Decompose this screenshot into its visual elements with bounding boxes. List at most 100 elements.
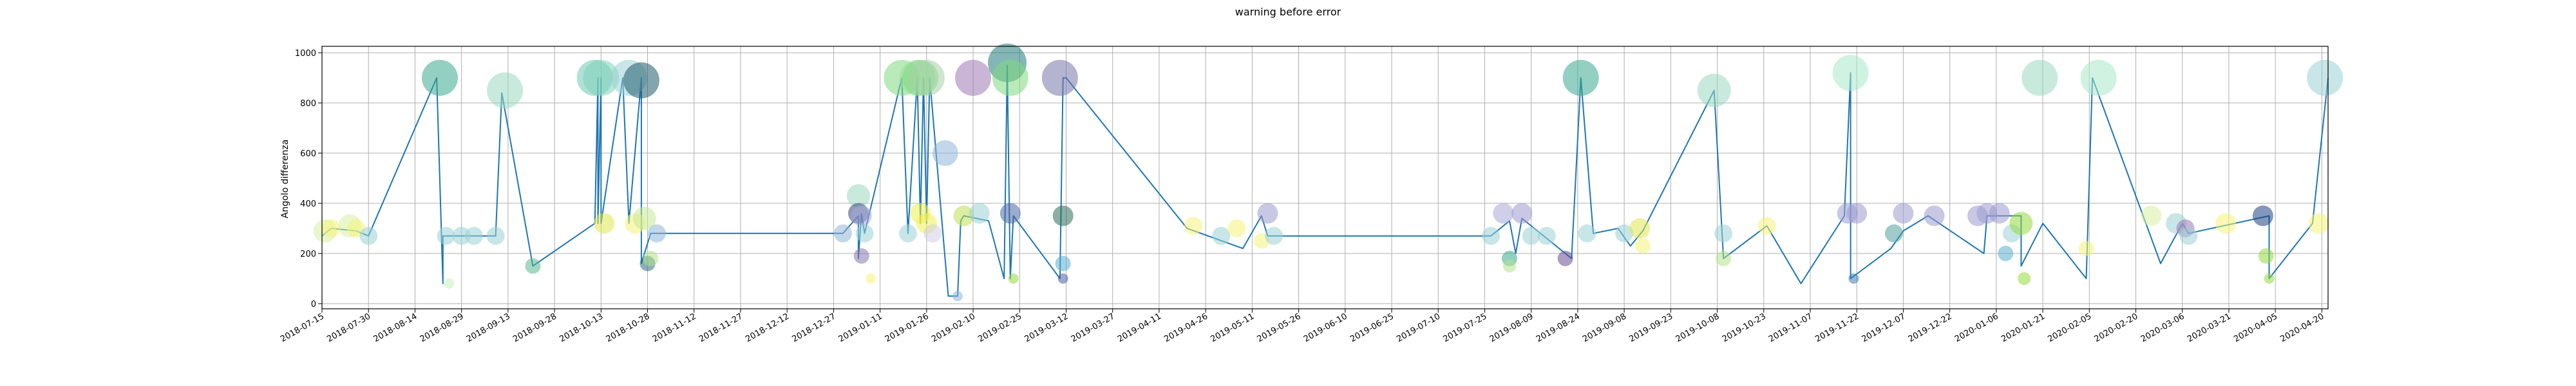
y-tick-label: 0: [311, 300, 316, 309]
data-point: [2141, 205, 2162, 226]
data-point: [1055, 255, 1071, 271]
data-point: [1052, 205, 1074, 226]
x-tick-label: 2019-12-07: [1860, 311, 1907, 344]
data-point: [952, 291, 963, 302]
data-point: [464, 226, 483, 245]
y-axis-label: Angolo differenza: [280, 140, 290, 219]
data-point: [851, 205, 872, 226]
data-point: [1989, 203, 2010, 224]
data-point: [2307, 60, 2344, 96]
data-point: [2080, 60, 2117, 96]
y-tick-label: 400: [300, 199, 316, 209]
data-point: [1522, 226, 1540, 245]
data-point: [833, 224, 852, 243]
x-tick-label: 2019-11-07: [1767, 311, 1814, 344]
data-point: [2022, 60, 2058, 96]
x-tick-label: 2020-04-20: [2278, 311, 2325, 344]
data-point: [969, 203, 990, 224]
y-tick-label: 200: [300, 250, 316, 259]
data-point: [1893, 203, 1914, 224]
y-tick-label: 600: [300, 149, 316, 159]
data-point: [1848, 273, 1859, 284]
y-tick-label: 800: [300, 99, 316, 109]
data-point: [853, 248, 869, 264]
data-point: [487, 72, 524, 109]
data-point: [632, 207, 656, 230]
x-tick-label: 2019-02-25: [976, 311, 1023, 344]
grid: [321, 46, 2328, 309]
series-polyline: [321, 64, 2329, 297]
data-point: [2018, 272, 2031, 285]
data-point: [2252, 205, 2273, 226]
x-tick-label: 2018-07-15: [279, 311, 326, 344]
x-axis: 2018-07-15 2018-07-30 2018-08-14 2018-08-29…: [279, 309, 2325, 344]
x-tick-label: 2020-02-05: [2046, 311, 2093, 344]
data-point: [1697, 73, 1731, 107]
x-tick-label: 2019-05-11: [1209, 311, 1256, 344]
data-point: [1716, 250, 1732, 266]
data-point: [444, 278, 455, 289]
data-point: [2179, 226, 2198, 245]
x-tick-label: 2019-09-23: [1627, 311, 1674, 344]
data-point: [2078, 241, 2094, 257]
data-point: [322, 219, 341, 237]
data-point: [1265, 226, 1283, 245]
data-point: [1629, 218, 1651, 239]
y-tick-label: 1000: [295, 49, 316, 59]
x-tick-label: 2018-10-13: [558, 311, 605, 344]
x-tick-label: 2019-08-24: [1535, 311, 1582, 344]
data-point: [2009, 212, 2033, 235]
x-tick-label: 2019-08-09: [1488, 311, 1535, 344]
data-point: [583, 60, 620, 96]
data-point: [1502, 259, 1516, 273]
data-point: [908, 60, 945, 96]
x-tick-label: 2019-02-10: [930, 311, 977, 344]
x-tick-label: 2018-08-14: [372, 311, 419, 344]
data-point: [2215, 213, 2237, 234]
x-tick-label: 2018-07-30: [325, 311, 372, 344]
data-point: [992, 60, 1028, 96]
data-point: [1924, 205, 1945, 226]
x-tick-label: 2019-12-22: [1907, 311, 1954, 344]
data-point: [421, 60, 458, 96]
x-tick-label: 2018-11-12: [651, 311, 698, 344]
data-point: [1008, 273, 1019, 284]
data-point: [866, 273, 876, 284]
data-point: [1832, 55, 1869, 91]
data-point: [525, 258, 541, 274]
data-point: [1212, 226, 1231, 245]
data-point: [953, 205, 974, 226]
data-point: [1557, 250, 1573, 266]
x-tick-label: 2019-01-11: [837, 311, 884, 344]
x-tick-label: 2020-01-06: [1953, 311, 2000, 344]
data-point: [486, 226, 505, 245]
data-point: [1998, 246, 2014, 261]
x-tick-label: 2018-09-28: [511, 311, 558, 344]
x-tick-label: 2018-12-12: [744, 311, 791, 344]
plot-frame: [321, 46, 2329, 309]
data-point: [855, 224, 874, 243]
x-tick-label: 2019-01-26: [884, 311, 931, 344]
data-point: [1511, 203, 1533, 224]
x-tick-label: 2019-10-23: [1721, 311, 1768, 344]
x-tick-label: 2019-07-25: [1442, 311, 1489, 344]
data-point: [1884, 224, 1903, 243]
x-tick-label: 2020-02-20: [2093, 311, 2140, 344]
data-point: [1615, 224, 1634, 243]
x-tick-label: 2018-09-13: [465, 311, 512, 344]
data-point: [932, 140, 958, 166]
data-point: [1257, 203, 1278, 224]
data-point: [643, 250, 659, 266]
scatter-points: [313, 43, 2344, 302]
x-tick-label: 2019-06-10: [1302, 311, 1349, 344]
x-tick-label: 2020-04-05: [2232, 311, 2279, 344]
data-point: [1578, 224, 1596, 243]
data-point: [437, 226, 455, 245]
data-point: [955, 60, 992, 96]
data-point: [1482, 226, 1501, 245]
data-point: [999, 203, 1021, 224]
data-point: [2264, 273, 2275, 284]
data-point: [1714, 224, 1733, 243]
data-point: [2258, 248, 2274, 264]
